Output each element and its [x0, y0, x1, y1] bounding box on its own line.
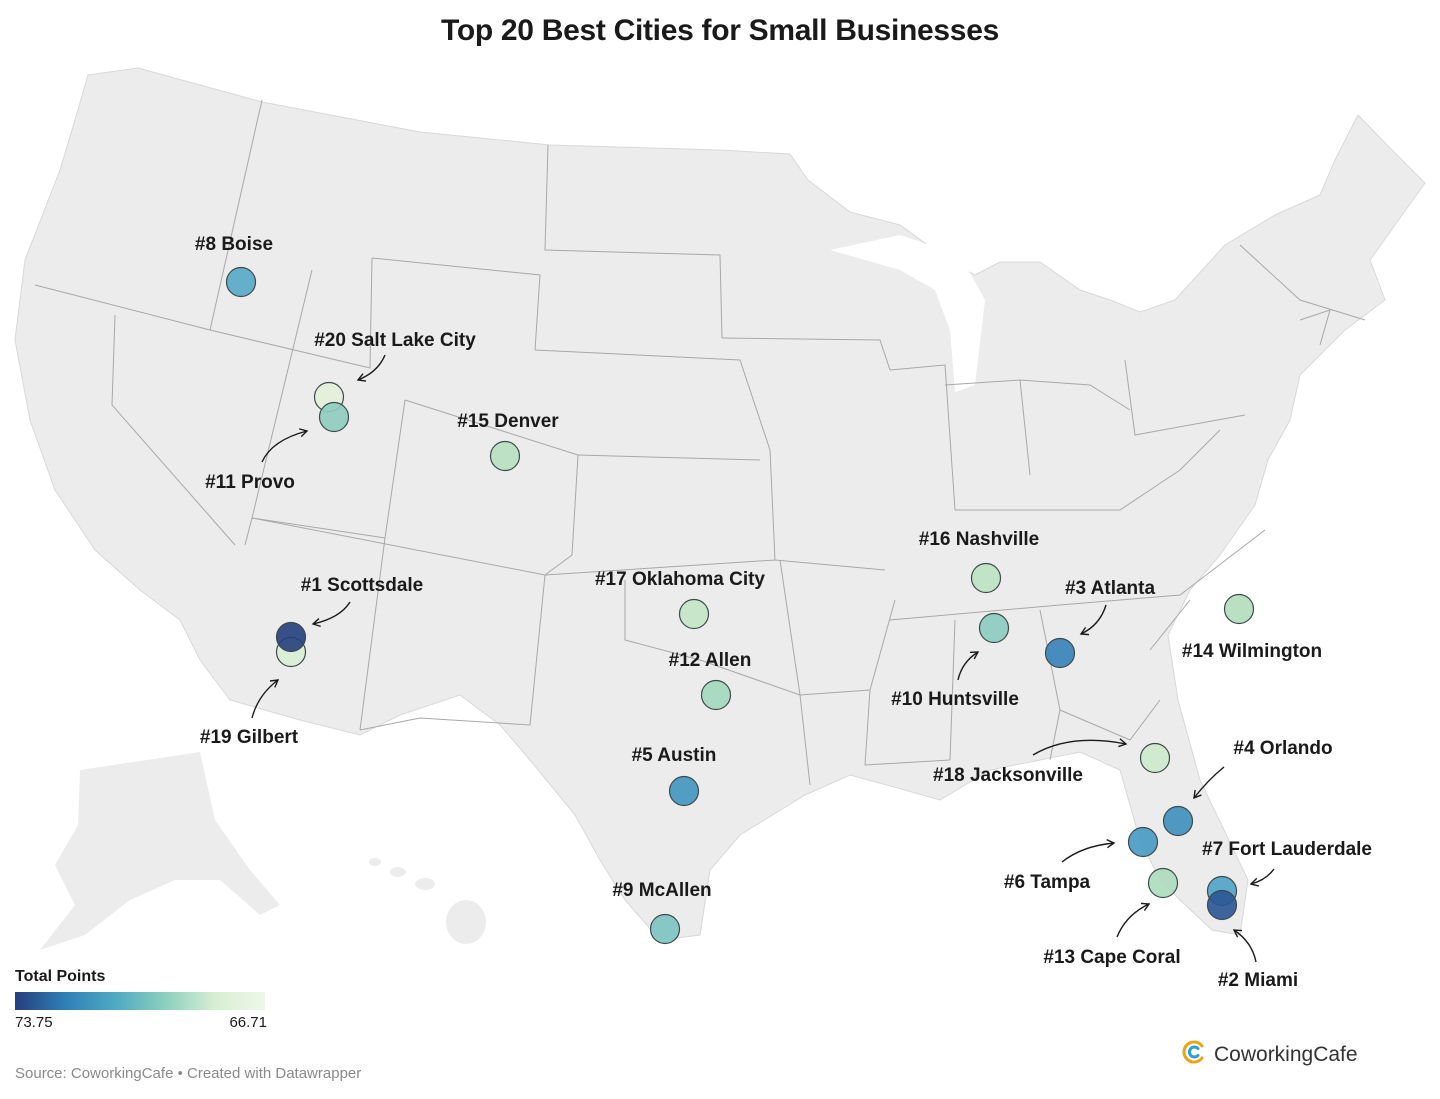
city-marker-rank-12[interactable] [700, 679, 732, 711]
city-label-rank-7: #7 Fort Lauderdale [1202, 839, 1372, 860]
city-markers [225, 266, 1255, 945]
city-label-rank-12: #12 Allen [669, 650, 752, 671]
legend-max-label: 66.71 [229, 1014, 267, 1031]
city-label-rank-11: #11 Provo [205, 472, 295, 493]
arrow-miami [1232, 929, 1257, 963]
map-title: Top 20 Best Cities for Small Businesses [441, 14, 999, 47]
city-label-rank-16: #16 Nashville [919, 529, 1039, 550]
city-label-rank-18: #18 Jacksonville [933, 765, 1083, 786]
leader-arrows [251, 354, 1275, 963]
arrow-cape-coral [1116, 902, 1151, 938]
city-marker-rank-6[interactable] [1127, 826, 1159, 858]
city-marker-rank-14[interactable] [1223, 593, 1255, 625]
city-label-rank-4: #4 Orlando [1233, 738, 1332, 759]
city-label-rank-20: #20 Salt Lake City [314, 330, 476, 351]
coworkingcafe-logo-icon [1182, 1040, 1206, 1070]
city-label-rank-5: #5 Austin [632, 745, 717, 766]
arrow-jacksonville [1032, 738, 1128, 756]
city-label-rank-3: #3 Atlanta [1065, 578, 1156, 599]
city-marker-rank-3[interactable] [1044, 637, 1076, 669]
city-label-rank-19: #19 Gilbert [200, 727, 299, 748]
city-marker-rank-1[interactable] [275, 621, 307, 653]
city-marker-rank-8[interactable] [225, 266, 257, 298]
city-marker-rank-9[interactable] [649, 913, 681, 945]
arrow-salt-lake-city [356, 354, 386, 382]
city-labels: #1 Scottsdale #2 Miami #3 Atlanta #4 Orland… [195, 234, 1372, 991]
city-marker-rank-11[interactable] [318, 401, 350, 433]
city-marker-rank-2[interactable] [1206, 889, 1238, 921]
hawaii-land [369, 858, 486, 944]
arrow-provo [261, 428, 309, 463]
brand-name: CoworkingCafe [1214, 1043, 1358, 1066]
city-marker-rank-16[interactable] [970, 562, 1002, 594]
city-marker-rank-13[interactable] [1147, 867, 1179, 899]
legend-title: Total Points [15, 968, 106, 985]
arrow-scottsdale [311, 601, 351, 628]
great-lakes [830, 235, 985, 392]
city-label-rank-15: #15 Denver [457, 411, 559, 432]
city-marker-rank-10[interactable] [978, 612, 1010, 644]
city-label-rank-10: #10 Huntsville [891, 689, 1019, 710]
city-label-rank-2: #2 Miami [1218, 970, 1298, 991]
arrow-atlanta [1079, 604, 1107, 636]
city-label-rank-13: #13 Cape Coral [1043, 947, 1180, 968]
legend-min-label: 73.75 [15, 1014, 53, 1031]
legend-gradient-bar [15, 992, 265, 1010]
city-label-rank-1: #1 Scottsdale [301, 575, 424, 596]
legend-ticks: 73.75 66.71 [15, 1014, 267, 1034]
city-label-rank-8: #8 Boise [195, 234, 273, 255]
color-legend: Total Points 73.75 66.71 [15, 968, 267, 1034]
brand-logo: CoworkingCafe [1182, 1040, 1358, 1070]
city-marker-rank-18[interactable] [1139, 742, 1171, 774]
city-label-rank-14: #14 Wilmington [1182, 641, 1322, 662]
contiguous-us-land [14, 67, 1426, 941]
city-label-rank-6: #6 Tampa [1004, 872, 1091, 893]
arrow-orlando [1193, 766, 1225, 800]
city-marker-rank-17[interactable] [678, 598, 710, 630]
city-marker-rank-4[interactable] [1162, 805, 1194, 837]
city-label-rank-9: #9 McAllen [612, 880, 711, 901]
arrow-tampa [1061, 839, 1116, 863]
source-note: Source: CoworkingCafe • Created with Dat… [15, 1065, 362, 1082]
alaska-land [40, 752, 280, 950]
state-borders [34, 99, 1366, 786]
arrow-huntsville [957, 651, 980, 681]
city-marker-rank-5[interactable] [668, 775, 700, 807]
city-label-rank-17: #17 Oklahoma City [595, 569, 765, 590]
arrow-gilbert [251, 679, 280, 719]
arrow-fort-lauderdale [1249, 868, 1275, 887]
city-marker-rank-15[interactable] [489, 440, 521, 472]
